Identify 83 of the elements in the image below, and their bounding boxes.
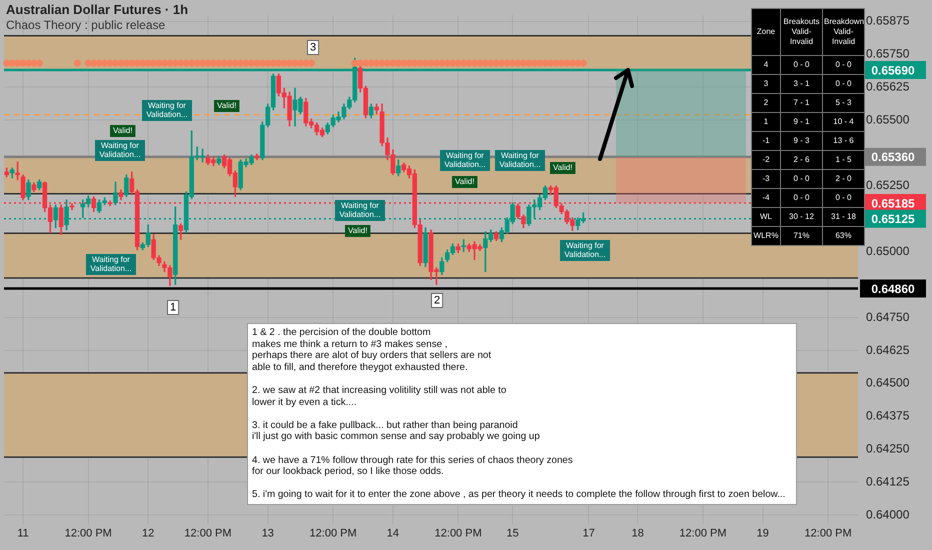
annotation: 9 - 3 [780, 132, 822, 150]
annotation: Zone [752, 8, 780, 56]
annotation: 30 - 12 [780, 208, 822, 226]
x-tick-label: 15 [506, 528, 519, 540]
annotation: 3 [310, 42, 316, 54]
x-tick-label: 14 [386, 528, 400, 540]
annotation: -3 [752, 170, 780, 188]
y-tick-label: 0.64375 [866, 408, 910, 423]
annotation: 3 - 1 [780, 74, 822, 94]
x-tick-label: 12:00 PM [64, 528, 112, 540]
annotation: 9 - 1 [780, 112, 822, 132]
annotation: WL [752, 208, 780, 226]
y-tick-label: 0.64000 [866, 507, 910, 522]
y-tick-label: 0.64750 [866, 310, 910, 324]
y-tick-label: 0.64625 [866, 342, 910, 357]
x-tick-label: 12:00 PM [184, 528, 232, 540]
chart-title: Australian Dollar Futures · 1h [6, 2, 188, 17]
x-tick-label: 12:00 PM [679, 528, 727, 540]
annotation: 0 - 0 [780, 56, 822, 74]
x-tick-label: 11 [17, 528, 29, 540]
annotation: Waiting for Validation... [90, 255, 132, 274]
annotation: Waiting for Validation... [99, 141, 141, 160]
y-tick-label: 0.65625 [866, 79, 910, 94]
annotation: 0 - 0 [822, 56, 864, 74]
annotation: 1 [170, 302, 176, 314]
annotation: 2 [752, 94, 780, 112]
annotation: Waiting for Validation... [499, 151, 541, 170]
annotation: 13 - 6 [822, 132, 864, 150]
annotation: Valid! [113, 126, 132, 136]
annotation: Valid! [348, 226, 368, 236]
annotation: 5 - 3 [822, 94, 864, 112]
y-tick-label: 0.65000 [866, 244, 910, 258]
annotation: Valid! [455, 177, 474, 186]
x-tick-label: 17 [582, 528, 595, 540]
x-tick-label: 12:00 PM [434, 528, 482, 540]
y-tick-label: 0.64125 [866, 474, 910, 488]
annotation: 10 - 4 [822, 112, 864, 132]
y-tick-label: 0.65250 [866, 178, 910, 192]
x-tick-label: 12:00 PM [310, 528, 357, 540]
annotation: 2 - 0 [822, 170, 864, 188]
annotation: 31 - 18 [822, 208, 864, 226]
ref-line-label: 0.65185 [871, 196, 916, 210]
chart-subtitle: Chaos Theory : public release [6, 18, 166, 32]
annotation: WLR% [752, 226, 780, 246]
annotation: Waiting for Validation... [146, 101, 188, 120]
ref-line-label: 0.64860 [871, 282, 916, 296]
text: 1 & 2 . the percision of the double bottom makes me think a return to #3 makes sense , perhaps there are alot of buy orders that sellers are not able to fill, and therefore theygot exhausted there. 2. we saw at #2 that increasing volitility still was not able to lower it by even a tick.... 3. it could be a fake pullback... but rather than being paranoid i'll just go with basic common sense and say probably we going up 4. we have a 71% follow through rate for this series of chaos theory zones for our lookback period, so I like those odds. 5. i'm going to wait for it to enter the zone above , as per theory it needs to complete the follow through first to zoen below... [252, 327, 786, 500]
annotation: -4 [752, 188, 780, 208]
annotation: Waiting for Validation... [339, 201, 381, 220]
ref-line-label: 0.65360 [871, 150, 916, 164]
annotation: Valid! [217, 101, 236, 110]
y-tick-label: 0.65750 [866, 46, 910, 60]
x-tick-label: 13 [262, 528, 274, 540]
annotation: 1 - 5 [822, 150, 864, 170]
annotation: 3 [752, 74, 780, 94]
y-tick-label: 0.65500 [866, 112, 910, 126]
annotation: Waiting for Validation... [564, 241, 606, 260]
annotation: -2 [752, 150, 780, 170]
annotation: 4 [752, 56, 780, 74]
annotation: 0 - 0 [780, 188, 822, 208]
annotation: Breakdown Valid-Invalid [822, 8, 864, 56]
ref-line-label: 0.65125 [871, 212, 916, 226]
annotation: 1 [752, 112, 780, 132]
annotation: Breakouts Valid-Invalid [780, 8, 822, 56]
annotation: 63% [822, 226, 864, 246]
annotation: 2 - 6 [780, 150, 822, 170]
x-tick-label: 12:00 PM [804, 528, 852, 540]
annotation: Waiting for Validation... [444, 151, 486, 170]
annotation: 0 - 0 [780, 170, 822, 188]
y-tick-label: 0.65875 [866, 14, 910, 28]
annotation: -1 [752, 132, 780, 150]
y-tick-label: 0.64500 [866, 376, 910, 390]
annotation: 2 [434, 294, 440, 307]
annotation: 0 - 0 [822, 188, 864, 208]
x-tick-label: 19 [756, 528, 769, 540]
x-tick-label: 18 [632, 528, 644, 540]
annotation: Valid! [553, 163, 572, 172]
annotation: 71% [780, 226, 822, 246]
y-tick-label: 0.64250 [866, 442, 910, 456]
x-tick-label: 12 [142, 528, 154, 540]
annotation: 0 - 0 [822, 74, 864, 94]
annotation: 7 - 1 [780, 94, 822, 112]
ref-line-label: 0.65690 [871, 63, 916, 78]
